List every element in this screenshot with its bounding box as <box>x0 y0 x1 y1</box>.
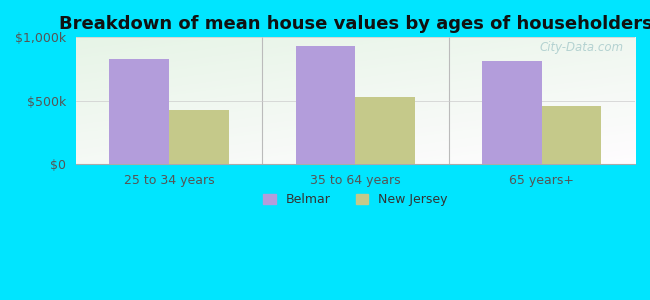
Title: Breakdown of mean house values by ages of householders: Breakdown of mean house values by ages o… <box>58 15 650 33</box>
Bar <box>109 59 169 164</box>
Bar <box>296 46 356 164</box>
Bar <box>542 106 601 164</box>
Legend: Belmar, New Jersey: Belmar, New Jersey <box>258 188 452 211</box>
Bar <box>169 110 229 164</box>
Text: City-Data.com: City-Data.com <box>540 41 624 54</box>
Bar <box>356 97 415 164</box>
Bar <box>482 61 542 164</box>
